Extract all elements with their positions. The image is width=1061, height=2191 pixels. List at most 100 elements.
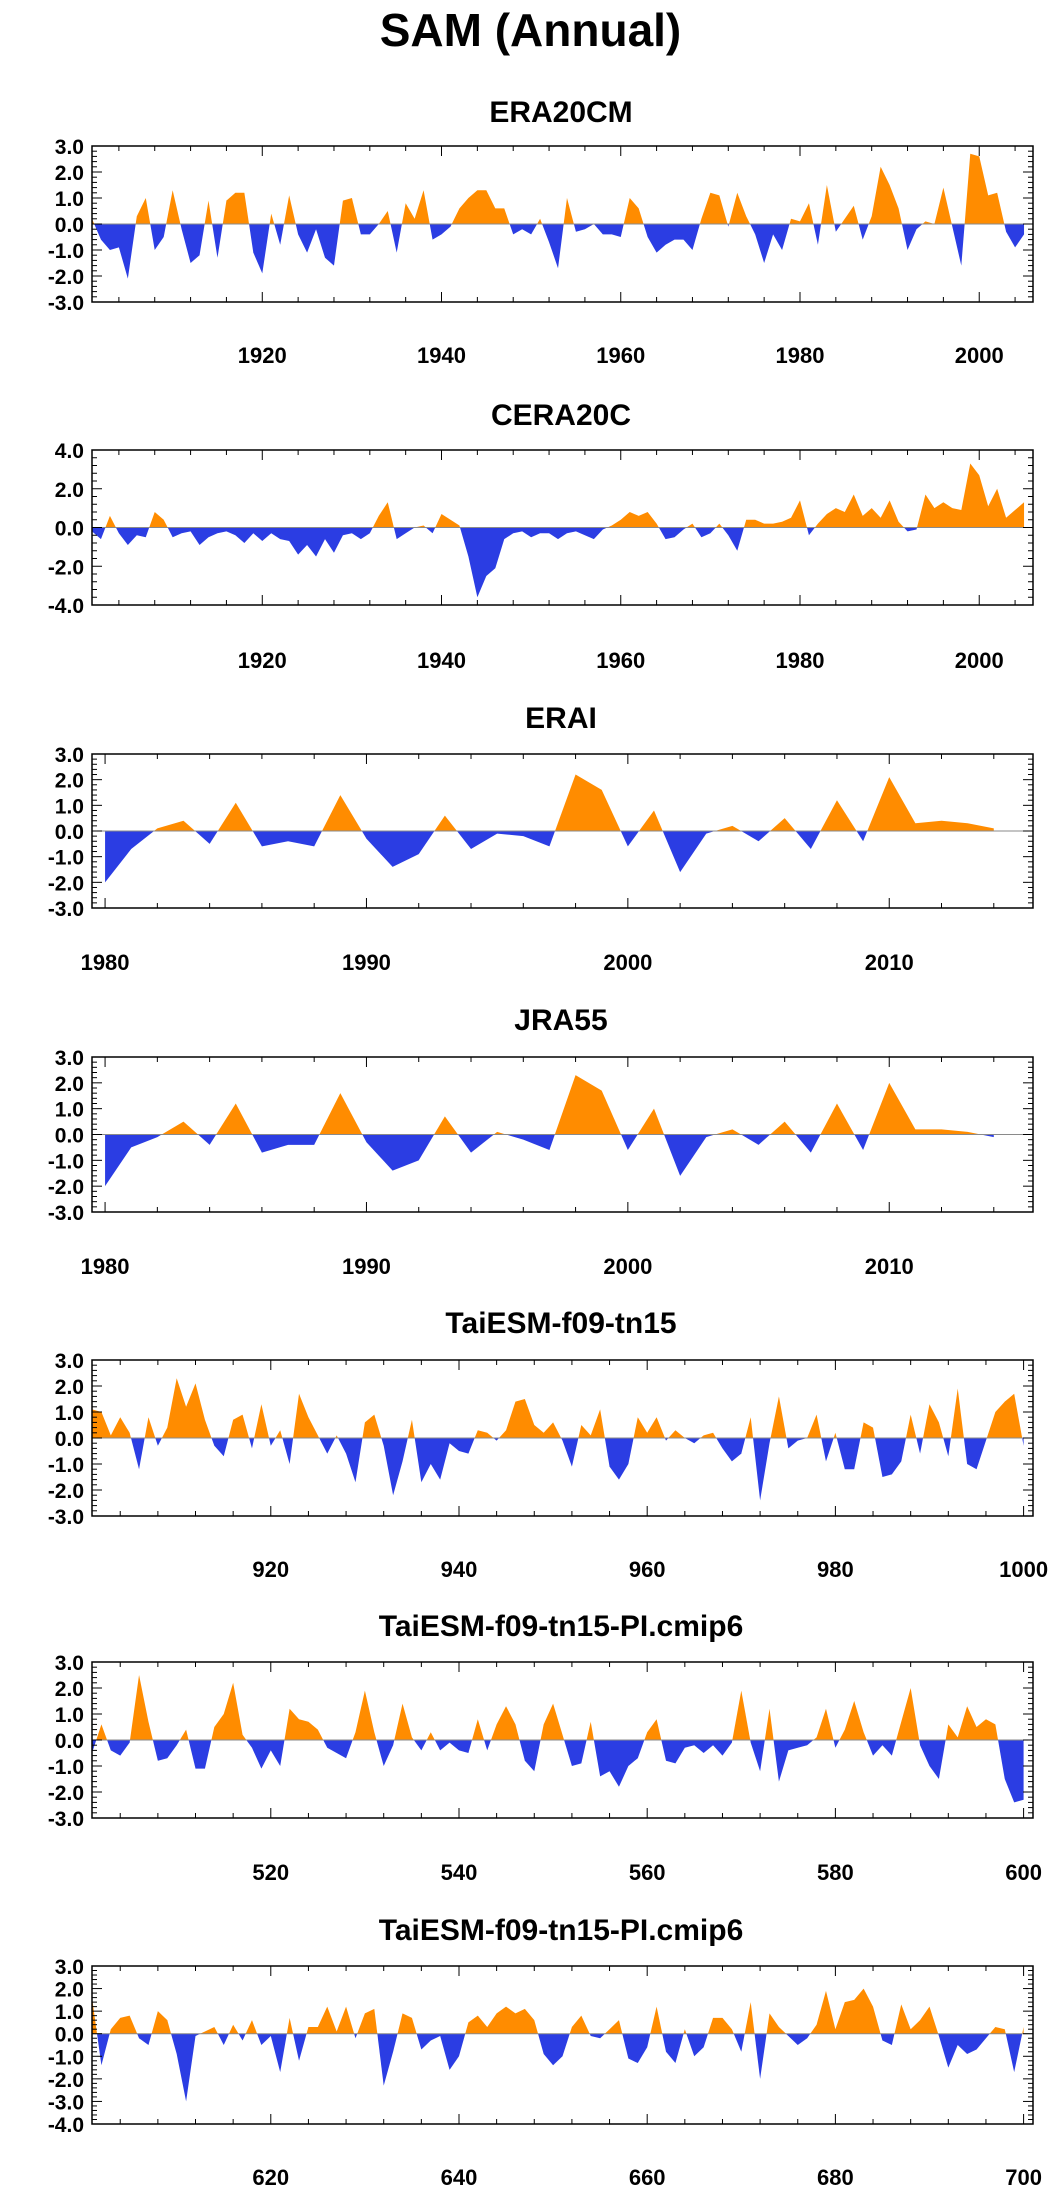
negative-area — [358, 224, 379, 235]
y-tick-label: 0.0 — [55, 1428, 84, 1451]
negative-area — [130, 1438, 145, 1470]
positive-area — [707, 2017, 734, 2034]
negative-area — [155, 1438, 162, 1446]
negative-area — [92, 527, 106, 540]
chart-panel-7: TaiESM-f09-tn15-PI.cmip6 -4.0-3.0-2.0-1.0… — [48, 1914, 1042, 2190]
positive-area — [149, 512, 168, 528]
negative-area — [938, 2033, 990, 2068]
negative-area — [741, 1134, 771, 1145]
y-tick-label: 3.0 — [55, 1350, 84, 1373]
positive-area — [578, 1409, 605, 1438]
positive-area — [397, 2013, 417, 2034]
negative-area — [484, 1740, 491, 1751]
positive-area — [604, 2020, 623, 2034]
x-tick-label: 660 — [629, 2165, 666, 2190]
y-tick-label: -2.0 — [48, 1176, 84, 1199]
x-tick-label: 1940 — [417, 343, 466, 368]
positive-area — [860, 1422, 876, 1438]
y-tick-label: 3.0 — [55, 1652, 84, 1675]
x-tick-label: 940 — [441, 1557, 478, 1582]
positive-area — [293, 1393, 320, 1438]
positive-area — [989, 2026, 1006, 2034]
y-tick-label: -3.0 — [48, 1202, 84, 1225]
negative-area — [457, 1134, 494, 1153]
positive-area — [211, 1682, 247, 1740]
chart-panel-3: ERAI -3.0 -2.0-1.0 0.0 1.02.0 3.0 1980 1990 2000… — [48, 702, 1034, 975]
y-tick-label: 2.0 — [55, 479, 84, 502]
y-tick-label: 1.0 — [55, 2001, 84, 2024]
positive-area — [498, 1399, 562, 1438]
positive-area — [161, 1378, 212, 1438]
x-tick-label: 1920 — [238, 648, 287, 673]
y-tick-label: -1.0 — [48, 847, 84, 870]
y-tick-label: 1.0 — [55, 1402, 84, 1425]
positive-area — [474, 1430, 494, 1438]
x-tick-label: 1980 — [81, 1254, 130, 1279]
y-tick-label: 3.0 — [55, 1047, 84, 1070]
negative-area — [833, 1740, 840, 1748]
negative-area — [658, 527, 687, 540]
negative-area — [727, 224, 729, 227]
positive-area — [254, 1404, 270, 1438]
negative-area — [152, 1740, 180, 1761]
chart-title: TaiESM-f09-tn15-PI.cmip6 — [379, 1610, 744, 1643]
negative-area — [249, 1438, 255, 1449]
positive-area — [916, 463, 1025, 528]
y-tick-label: 1.0 — [55, 795, 84, 818]
negative-area — [593, 224, 624, 237]
negative-area — [323, 1740, 353, 1759]
positive-area — [1022, 2026, 1024, 2034]
chart-panel-2: CERA20C -4.0 -2.0 0.0 2.0 4.0 1920 1940 1960 1980… — [48, 399, 1034, 673]
positive-area — [434, 1116, 458, 1135]
y-tick-label: -3.0 — [48, 1506, 84, 1529]
positive-area — [493, 1131, 506, 1135]
x-tick-label: 560 — [629, 1860, 666, 1885]
positive-area — [745, 1417, 754, 1438]
positive-area — [228, 2024, 239, 2034]
positive-area — [339, 198, 359, 224]
positive-area — [322, 795, 362, 831]
negative-area — [338, 1438, 363, 1483]
y-tick-label: -2.0 — [48, 1480, 84, 1503]
negative-area — [901, 224, 923, 250]
y-tick-label: 2.0 — [55, 162, 84, 185]
positive-area — [810, 1988, 881, 2034]
negative-area — [834, 224, 842, 232]
chart-panel-5: TaiESM-f09-tn15 -3.0 -2.0 -1.0 0.0 1.0 2.0 3.0 9… — [48, 1307, 1048, 1582]
negative-area — [686, 2033, 708, 2057]
y-tick-label: 2.0 — [55, 1678, 84, 1701]
negative-area — [361, 831, 435, 867]
negative-area — [741, 831, 771, 842]
x-tick-label: 600 — [1005, 1860, 1042, 1885]
y-tick-label: -4.0 — [48, 595, 84, 618]
positive-area — [130, 1675, 153, 1740]
positive-area — [465, 2006, 539, 2034]
positive-area — [743, 500, 807, 528]
x-tick-label: 1920 — [238, 343, 287, 368]
negative-area — [105, 831, 155, 883]
positive-area — [637, 1108, 665, 1135]
positive-area — [217, 802, 253, 831]
y-tick-label: -1.0 — [48, 240, 84, 263]
positive-area — [306, 2006, 355, 2034]
positive-area — [563, 198, 574, 224]
chart-panel-1: ERA20CM -3.0 -2.0 -1.0 0.0 1.0 2.0 3.0 1920 1940 1… — [48, 96, 1034, 368]
negative-area — [786, 1438, 808, 1449]
negative-area — [97, 2033, 110, 2066]
negative-area — [295, 224, 340, 266]
negative-area — [1004, 224, 1025, 248]
negative-area — [684, 1438, 701, 1444]
y-tick-label: -1.0 — [48, 1150, 84, 1173]
positive-area — [714, 825, 742, 831]
y-tick-label: -3.0 — [48, 1808, 84, 1831]
positive-area — [352, 1690, 377, 1740]
negative-area — [434, 1740, 473, 1753]
negative-area — [662, 831, 715, 873]
negative-area — [293, 2033, 307, 2061]
positive-area — [668, 1430, 685, 1438]
negative-area — [795, 1134, 821, 1153]
negative-area — [377, 2033, 398, 2086]
x-tick-label: 2010 — [865, 950, 914, 975]
y-tick-label: -2.0 — [48, 266, 84, 289]
positive-area — [766, 2013, 786, 2034]
